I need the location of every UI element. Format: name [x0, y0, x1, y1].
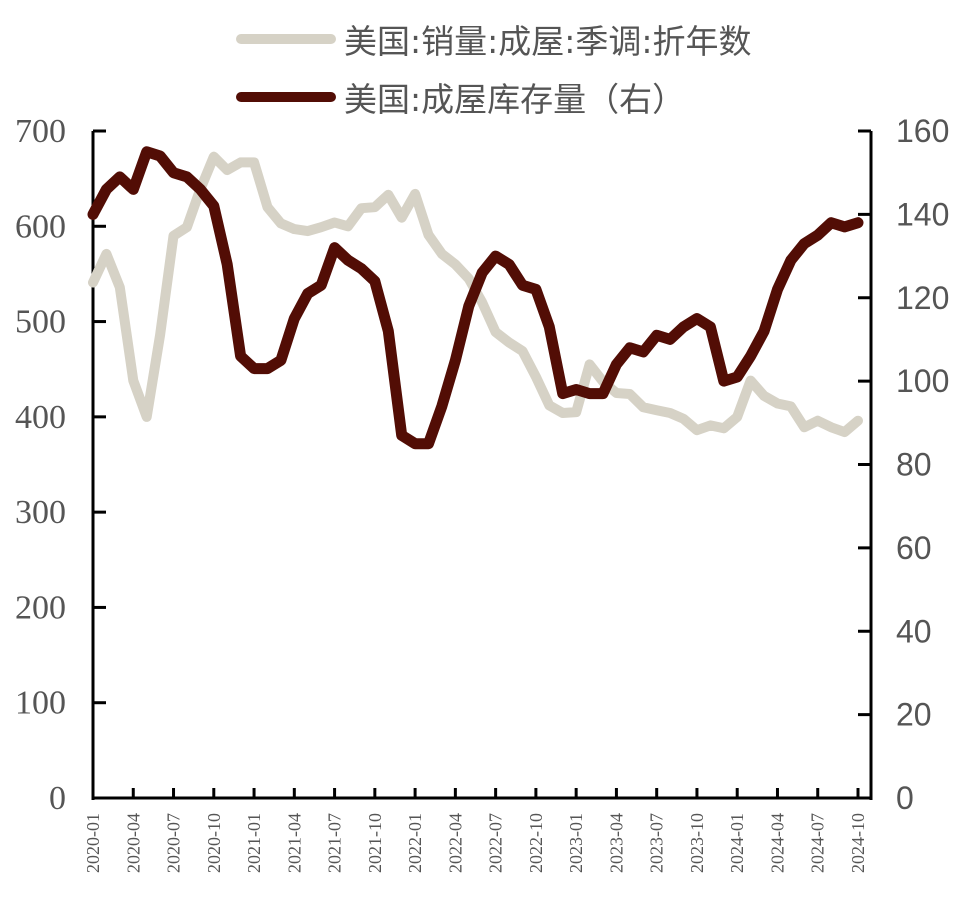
right-tick-label: 140: [896, 196, 949, 232]
legend-swatch-sales: [236, 34, 336, 44]
x-tick-label: 2023-01: [566, 813, 586, 873]
left-tick-label: 300: [15, 494, 66, 531]
right-tick-label: 120: [896, 280, 949, 316]
left-tick-label: 200: [15, 589, 66, 626]
x-tick-label: 2022-10: [526, 813, 546, 873]
x-tick-label: 2021-01: [244, 813, 264, 873]
x-tick-label: 2021-07: [325, 813, 345, 873]
x-tick-label: 2024-01: [727, 813, 747, 873]
legend-swatch-inventory: [236, 92, 336, 102]
x-tick-label: 2023-07: [647, 813, 667, 873]
legend-item-inventory: 美国:成屋库存量（右）: [236, 68, 751, 126]
x-tick-label: 2024-10: [848, 813, 868, 873]
x-tick-label: 2023-04: [606, 813, 626, 873]
x-tick-label: 2020-01: [83, 813, 103, 873]
right-tick-label: 160: [896, 113, 949, 149]
chart-legend: 美国:销量:成屋:季调:折年数 美国:成屋库存量（右）: [236, 10, 751, 126]
inventory-line: [87, 146, 864, 450]
x-tick-label: 2020-04: [123, 813, 143, 873]
right-tick-label: 60: [896, 530, 932, 566]
left-tick-label: 100: [15, 685, 66, 722]
left-tick-label: 700: [15, 113, 66, 150]
x-tick-label: 2021-04: [284, 813, 304, 873]
right-tick-label: 0: [896, 780, 914, 816]
chart-axes: 0 100 200 300 400 500 600 700 0 20 40 60 80 100 120 140…: [15, 113, 949, 873]
x-tick-label: 2024-04: [767, 813, 787, 873]
x-tick-label: 2022-01: [405, 813, 425, 873]
x-tick-label: 2020-07: [164, 813, 184, 873]
legend-item-sales: 美国:销量:成屋:季调:折年数: [236, 10, 751, 68]
x-tick-label: 2022-07: [486, 813, 506, 873]
x-tick-label: 2024-07: [808, 813, 828, 873]
right-tick-label: 80: [896, 447, 932, 483]
x-tick-label: 2021-10: [365, 813, 385, 873]
left-tick-label: 600: [15, 208, 66, 245]
left-tick-label: 400: [15, 399, 66, 436]
x-tick-label: 2022-04: [445, 813, 465, 873]
chart-series: [87, 146, 864, 450]
x-tick-label: 2023-10: [687, 813, 707, 873]
left-tick-label: 500: [15, 304, 66, 341]
right-tick-label: 100: [896, 363, 949, 399]
x-tick-label: 2020-10: [204, 813, 224, 873]
legend-label-sales: 美国:销量:成屋:季调:折年数: [344, 22, 752, 61]
right-tick-label: 20: [896, 697, 932, 733]
legend-label-inventory: 美国:成屋库存量（右）: [344, 80, 686, 119]
right-tick-label: 40: [896, 613, 932, 649]
left-tick-label: 0: [49, 780, 66, 817]
